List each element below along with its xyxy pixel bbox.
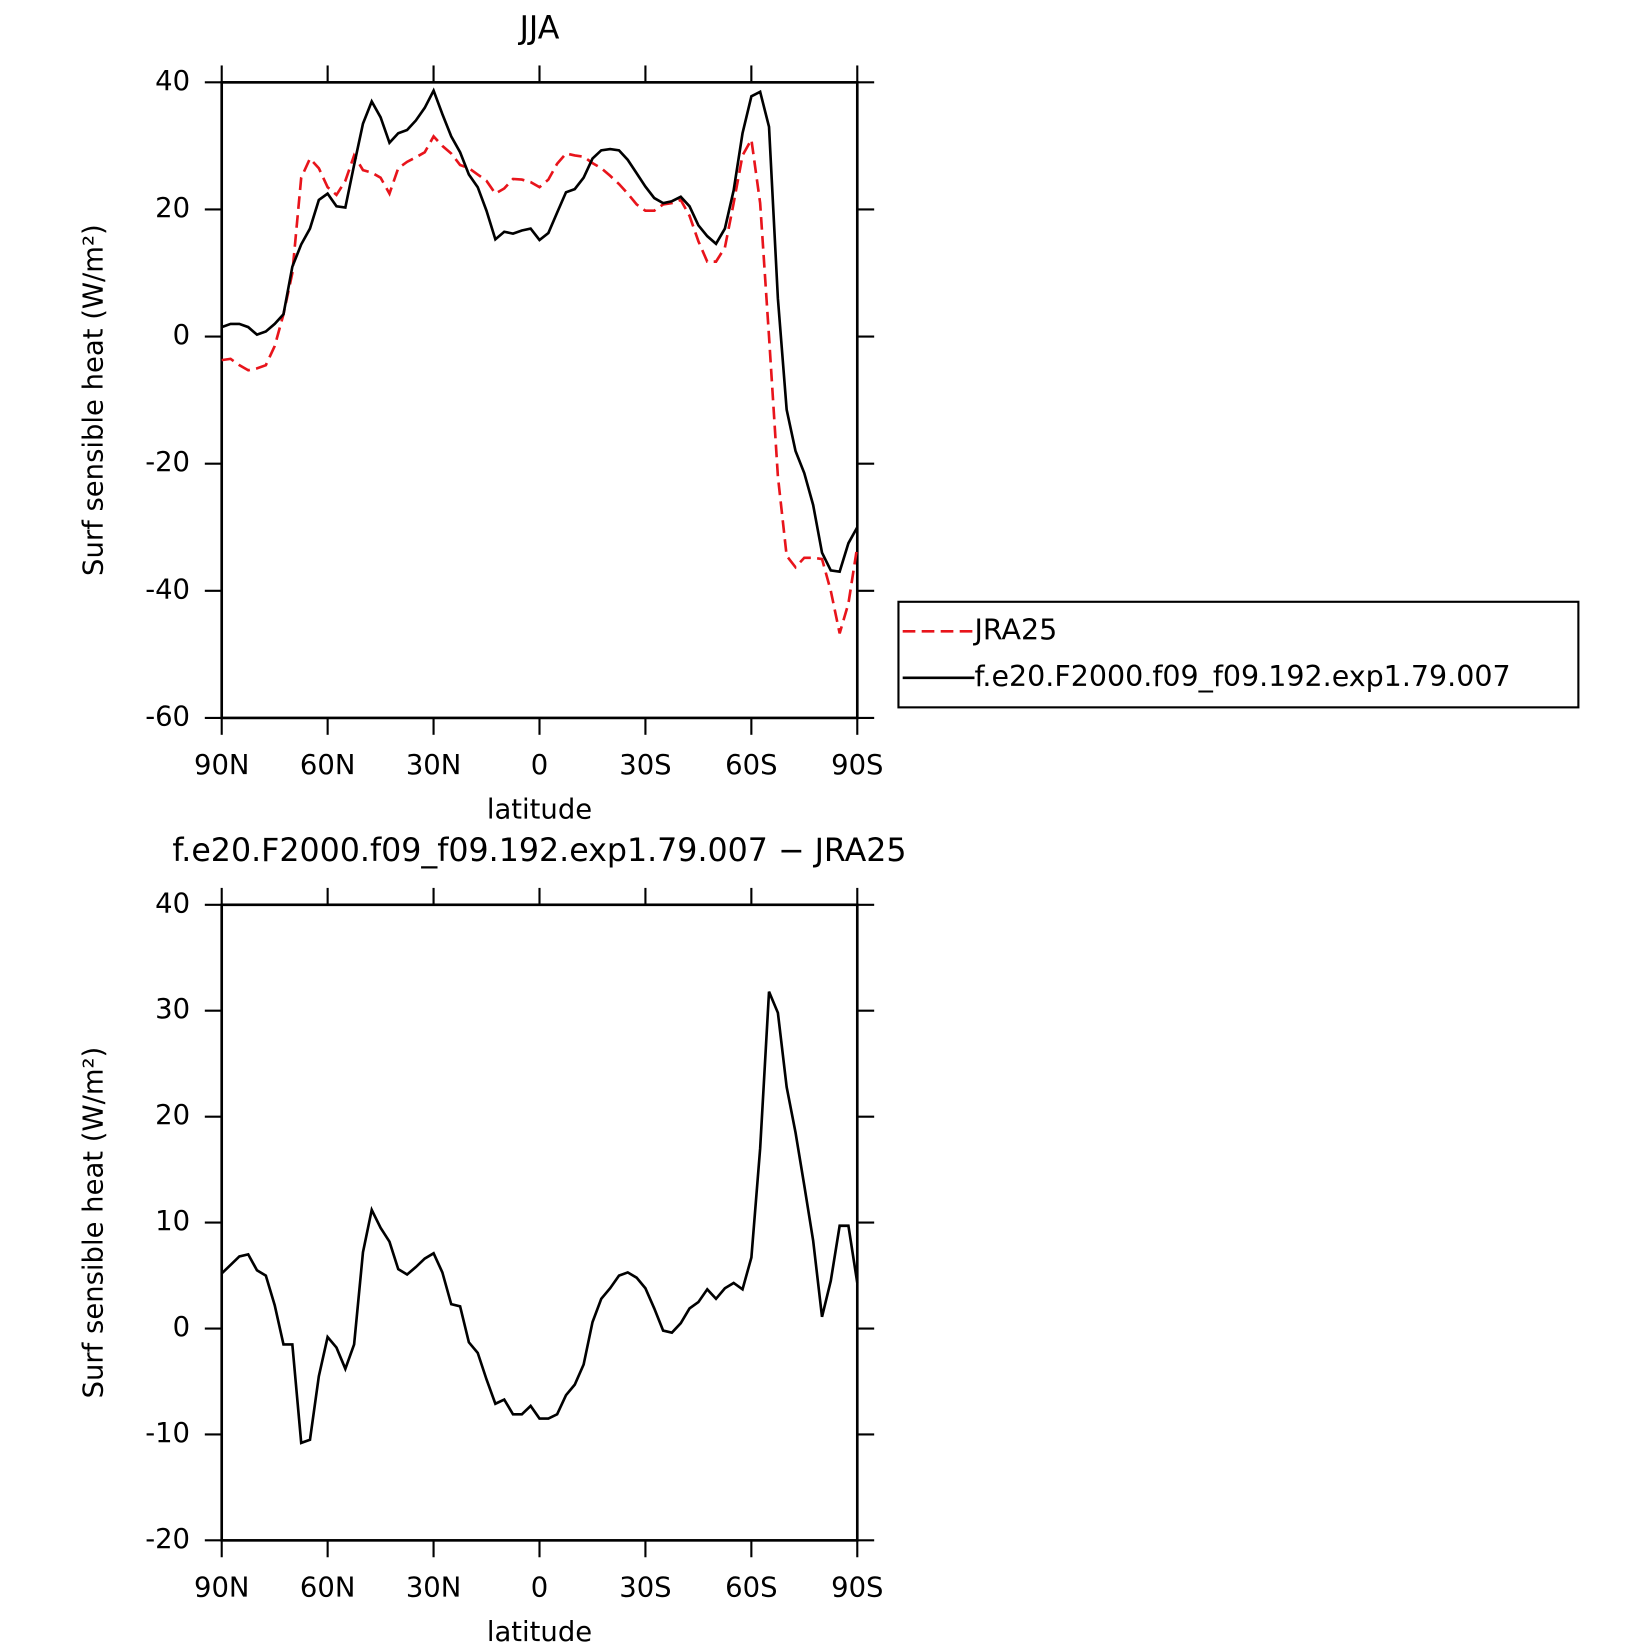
chart-title: JJA [518,11,560,47]
y-tick-label: -60 [145,701,190,732]
data-line [221,87,859,574]
x-tick-label: 60S [725,1572,777,1603]
x-tick-label: 90S [831,1572,883,1603]
y-axis-label: Surf sensible heat (W/m²) [79,1047,110,1399]
x-tick-label: 0 [531,750,548,781]
y-tick-label: 40 [155,66,190,97]
legend-box [897,600,1580,709]
data-line [221,134,859,634]
y-tick-label: 20 [155,193,190,224]
plot-frame [220,81,859,720]
x-tick-label: 30S [619,1572,671,1603]
legend-label: JRA25 [972,613,1057,646]
x-tick-label: 30S [619,750,671,781]
y-tick-label: -20 [145,1524,190,1555]
y-tick-label: 0 [173,320,190,351]
x-tick-label: 60S [725,750,777,781]
y-tick-label: 10 [155,1206,190,1237]
y-axis-label: Surf sensible heat (W/m²) [79,224,110,576]
x-axis-label: latitude [487,794,592,825]
x-tick-label: 60N [300,750,355,781]
x-tick-label: 90N [194,1572,249,1603]
y-tick-label: 40 [155,888,190,919]
chart-title: f.e20.F2000.f09_f09.192.exp1.79.007 − JR… [172,833,906,869]
x-tick-label: 60N [300,1572,355,1603]
plot-frame [220,903,859,1542]
x-tick-label: 30N [406,1572,461,1603]
data-line [220,991,859,1445]
y-tick-label: -20 [145,447,190,478]
y-tick-label: 0 [173,1312,190,1343]
x-axis-label: latitude [487,1617,592,1647]
x-tick-label: 90S [831,750,883,781]
x-tick-label: 30N [406,750,461,781]
y-tick-label: -10 [145,1418,190,1449]
y-tick-label: 30 [155,994,190,1025]
legend-label: f.e20.F2000.f09_f09.192.exp1.79.007 [974,660,1510,693]
y-tick-label: 20 [155,1100,190,1131]
y-tick-label: -40 [145,574,190,605]
x-tick-label: 0 [531,1572,548,1603]
x-tick-label: 90N [194,750,249,781]
